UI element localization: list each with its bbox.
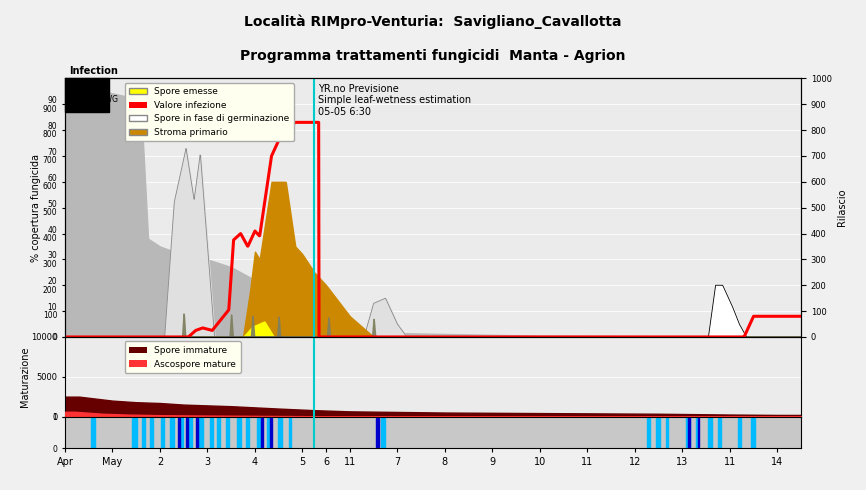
Bar — [198, 418, 203, 447]
Bar — [656, 418, 660, 447]
Bar — [697, 418, 700, 447]
Bar — [196, 418, 198, 447]
Bar — [180, 418, 183, 447]
Bar — [647, 418, 650, 447]
Bar — [226, 418, 229, 447]
Text: Infection: Infection — [68, 66, 118, 76]
Legend: Spore emesse, Valore infezione, Spore in fase di germinazione, Stroma primario: Spore emesse, Valore infezione, Spore in… — [125, 83, 294, 142]
Bar — [246, 418, 249, 447]
Bar — [171, 418, 174, 447]
Bar — [278, 418, 282, 447]
Bar — [267, 418, 269, 447]
Bar — [210, 418, 213, 447]
Bar — [686, 418, 690, 447]
Bar — [751, 418, 755, 447]
Bar — [178, 418, 180, 447]
Bar — [237, 418, 241, 447]
Bar — [132, 418, 137, 447]
Legend: Spore immature, Ascospore mature: Spore immature, Ascospore mature — [125, 342, 241, 373]
Text: Programma trattamenti fungicidi  Manta - Agrion: Programma trattamenti fungicidi Manta - … — [240, 49, 626, 63]
Bar — [91, 418, 95, 447]
Bar — [666, 418, 668, 447]
Bar — [376, 418, 379, 447]
Bar — [189, 418, 191, 447]
Bar — [270, 418, 272, 447]
Y-axis label: Rilascio: Rilascio — [837, 189, 847, 226]
Bar — [65, 78, 108, 112]
Text: 120-1200: 120-1200 — [68, 85, 105, 94]
Text: Score 10 WG: Score 10 WG — [68, 95, 118, 104]
Bar — [289, 418, 292, 447]
Bar — [718, 418, 721, 447]
Text: YR.no Previsione
Simple leaf-wetness estimation
05-05 6:30: YR.no Previsione Simple leaf-wetness est… — [318, 84, 471, 117]
Bar — [257, 418, 261, 447]
Bar — [186, 418, 188, 447]
Bar — [142, 418, 145, 447]
Text: Località RIMpro-Venturia:  Savigliano_Cavallotta: Località RIMpro-Venturia: Savigliano_Cav… — [244, 15, 622, 29]
Bar — [695, 418, 699, 447]
Bar — [381, 418, 385, 447]
Bar — [688, 418, 690, 447]
Y-axis label: % copertura fungicida: % copertura fungicida — [31, 154, 42, 262]
Text: 0.525: 0.525 — [68, 105, 90, 115]
Y-axis label: Maturazione: Maturazione — [20, 346, 29, 407]
Bar — [161, 418, 164, 447]
Bar — [216, 418, 220, 447]
Bar — [708, 418, 712, 447]
Bar — [739, 418, 740, 447]
Bar — [151, 418, 153, 447]
Bar — [261, 418, 262, 447]
